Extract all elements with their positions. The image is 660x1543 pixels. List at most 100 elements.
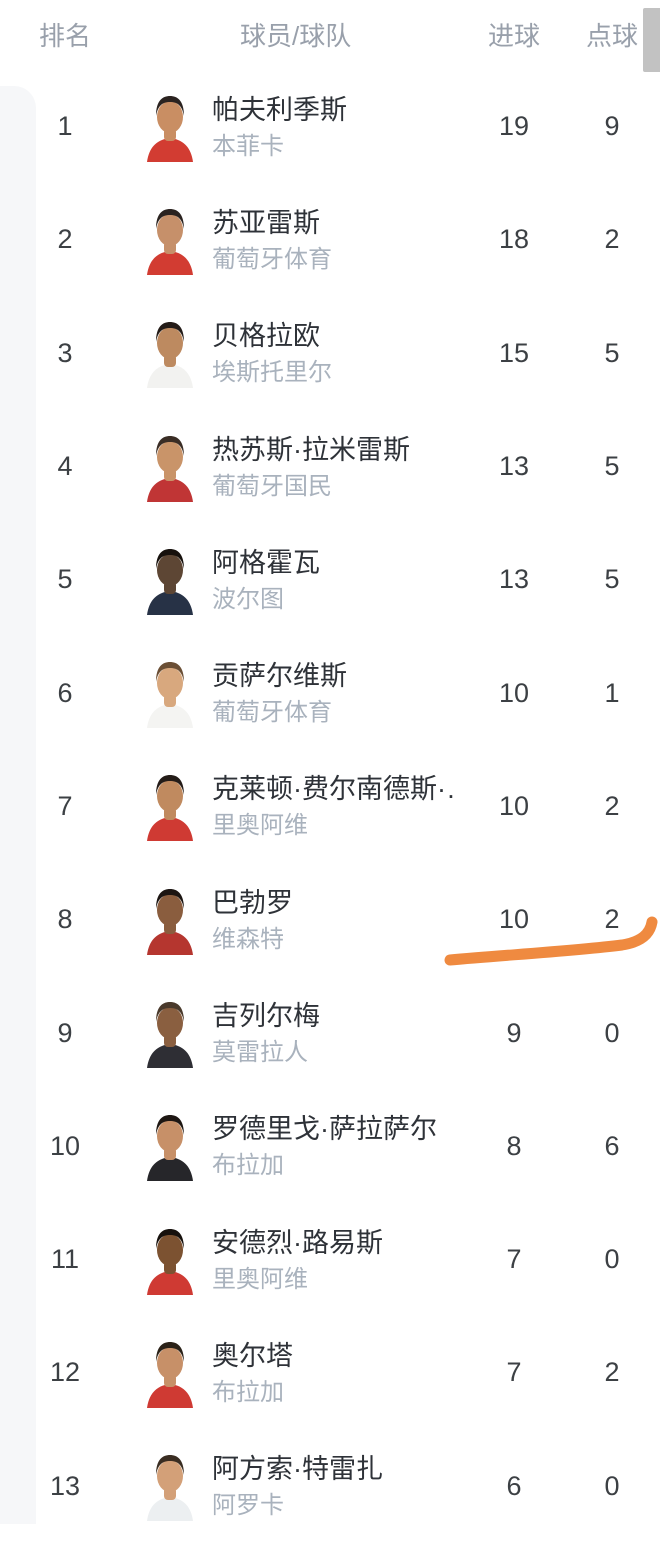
rank-value: 11: [50, 1244, 80, 1275]
rank-value: 6: [57, 677, 73, 708]
table-row[interactable]: 2 苏亚雷斯 葡萄牙体育 18 2: [0, 183, 660, 296]
player-name: 安德烈·路易斯: [212, 1227, 383, 1258]
penalties-value: 2: [604, 904, 620, 935]
team-name: 葡萄牙国民: [212, 472, 332, 500]
team-name: 莫雷拉人: [212, 1039, 308, 1067]
goals-value: 10: [498, 904, 530, 935]
team-name: 阿罗卡: [212, 1492, 284, 1520]
team-name: 里奥阿维: [212, 1265, 308, 1293]
avatar-cell: [130, 998, 212, 1069]
table-row[interactable]: 5 阿格霍瓦 波尔图 13 5: [0, 523, 660, 636]
table-row[interactable]: 3 贝格拉欧 埃斯托里尔 15 5: [0, 297, 660, 410]
player-avatar-icon: [147, 322, 193, 389]
rank-value: 3: [57, 337, 73, 368]
avatar-cell: [130, 658, 212, 729]
player-avatar-icon: [147, 435, 193, 502]
player-avatar-icon: [147, 775, 193, 842]
rank-value: 12: [49, 1357, 81, 1388]
goals-value: 19: [498, 111, 530, 142]
player-cell: 克莱顿·费尔南德斯·… 里奥阿维: [212, 773, 454, 839]
goals-value: 9: [506, 1017, 522, 1048]
player-avatar-icon: [147, 1455, 193, 1522]
player-cell: 吉列尔梅 莫雷拉人: [212, 1000, 454, 1066]
team-name: 布拉加: [212, 1378, 284, 1406]
goals-value: 15: [498, 337, 530, 368]
penalties-value: 1: [604, 677, 620, 708]
rank-value: 7: [57, 790, 73, 821]
penalties-value: 6: [604, 1130, 620, 1161]
penalties-value: 0: [604, 1017, 620, 1048]
table-row[interactable]: 7 克莱顿·费尔南德斯·… 里奥阿维 10 2: [0, 750, 660, 863]
table-row[interactable]: 11 安德烈·路易斯 里奥阿维 7 0: [0, 1203, 660, 1316]
player-cell: 阿格霍瓦 波尔图: [212, 547, 454, 613]
rank-value: 4: [57, 451, 73, 482]
player-name: 阿格霍瓦: [212, 547, 320, 578]
avatar-cell: [130, 1451, 212, 1522]
goals-value: 7: [506, 1357, 522, 1388]
player-avatar-icon: [147, 662, 193, 729]
goals-value: 13: [498, 451, 530, 482]
penalties-value: 5: [604, 451, 620, 482]
table-row[interactable]: 13 阿方索·特雷扎 阿罗卡 6 0: [0, 1430, 660, 1543]
player-name: 吉列尔梅: [212, 1001, 320, 1032]
player-cell: 苏亚雷斯 葡萄牙体育: [212, 207, 454, 273]
player-name: 奥尔塔: [212, 1340, 293, 1371]
rank-value: 9: [57, 1017, 73, 1048]
player-avatar-icon: [147, 1228, 193, 1295]
table-row[interactable]: 1 帕夫利季斯 本菲卡 19 9: [0, 70, 660, 183]
goals-value: 13: [498, 564, 530, 595]
player-avatar-icon: [147, 95, 193, 162]
player-cell: 贝格拉欧 埃斯托里尔: [212, 320, 454, 386]
player-name: 罗德里戈·萨拉萨尔: [212, 1114, 437, 1145]
avatar-cell: [130, 771, 212, 842]
player-avatar-icon: [147, 208, 193, 275]
table-row[interactable]: 10 罗德里戈·萨拉萨尔 布拉加 8 6: [0, 1090, 660, 1203]
goals-value: 8: [506, 1130, 522, 1161]
avatar-cell: [130, 1225, 212, 1295]
player-name: 热苏斯·拉米雷斯: [212, 434, 410, 465]
player-avatar-icon: [147, 1115, 193, 1182]
avatar-cell: [130, 1338, 212, 1408]
penalties-value: 2: [604, 790, 620, 821]
player-name: 贝格拉欧: [212, 321, 320, 352]
team-name: 布拉加: [212, 1152, 284, 1180]
table-row[interactable]: 4 热苏斯·拉米雷斯 葡萄牙国民 13 5: [0, 410, 660, 523]
avatar-cell: [130, 92, 212, 162]
player-cell: 热苏斯·拉米雷斯 葡萄牙国民: [212, 434, 454, 500]
table-header: 排名 球员/球队 进球 点球: [0, 0, 660, 62]
penalties-value: 5: [604, 337, 620, 368]
player-name: 克莱顿·费尔南德斯·…: [212, 774, 454, 805]
table-row[interactable]: 9 吉列尔梅 莫雷拉人 9 0: [0, 976, 660, 1089]
penalties-value: 2: [604, 224, 620, 255]
header-goals: 进球: [487, 21, 540, 51]
player-avatar-icon: [147, 1341, 193, 1408]
penalties-value: 0: [604, 1470, 620, 1501]
scrollbar-thumb[interactable]: [643, 8, 660, 72]
table-row[interactable]: 12 奥尔塔 布拉加 7 2: [0, 1316, 660, 1429]
player-name: 阿方索·特雷扎: [212, 1454, 383, 1485]
goals-value: 18: [498, 224, 530, 255]
player-name: 帕夫利季斯: [212, 94, 347, 125]
player-cell: 阿方索·特雷扎 阿罗卡: [212, 1453, 454, 1519]
rank-value: 2: [57, 224, 73, 255]
player-avatar-icon: [147, 548, 193, 615]
rank-value: 5: [57, 564, 73, 595]
table-row[interactable]: 6 贡萨尔维斯 葡萄牙体育 10 1: [0, 636, 660, 749]
player-cell: 奥尔塔 布拉加: [212, 1340, 454, 1406]
team-name: 葡萄牙体育: [212, 699, 332, 727]
player-name: 贡萨尔维斯: [212, 661, 347, 692]
goals-value: 10: [498, 790, 530, 821]
header-player: 球员/球队: [240, 21, 352, 51]
goals-value: 6: [506, 1470, 522, 1501]
avatar-cell: [130, 432, 212, 502]
avatar-cell: [130, 205, 212, 275]
team-name: 本菲卡: [212, 132, 284, 160]
avatar-cell: [130, 318, 212, 389]
penalties-value: 2: [604, 1357, 620, 1388]
player-cell: 贡萨尔维斯 葡萄牙体育: [212, 660, 454, 726]
table-row[interactable]: 8 巴勃罗 维森特 10 2: [0, 863, 660, 976]
avatar-cell: [130, 1111, 212, 1182]
page-background-edge: [0, 86, 36, 1524]
team-name: 波尔图: [212, 585, 284, 613]
penalties-value: 9: [604, 111, 620, 142]
